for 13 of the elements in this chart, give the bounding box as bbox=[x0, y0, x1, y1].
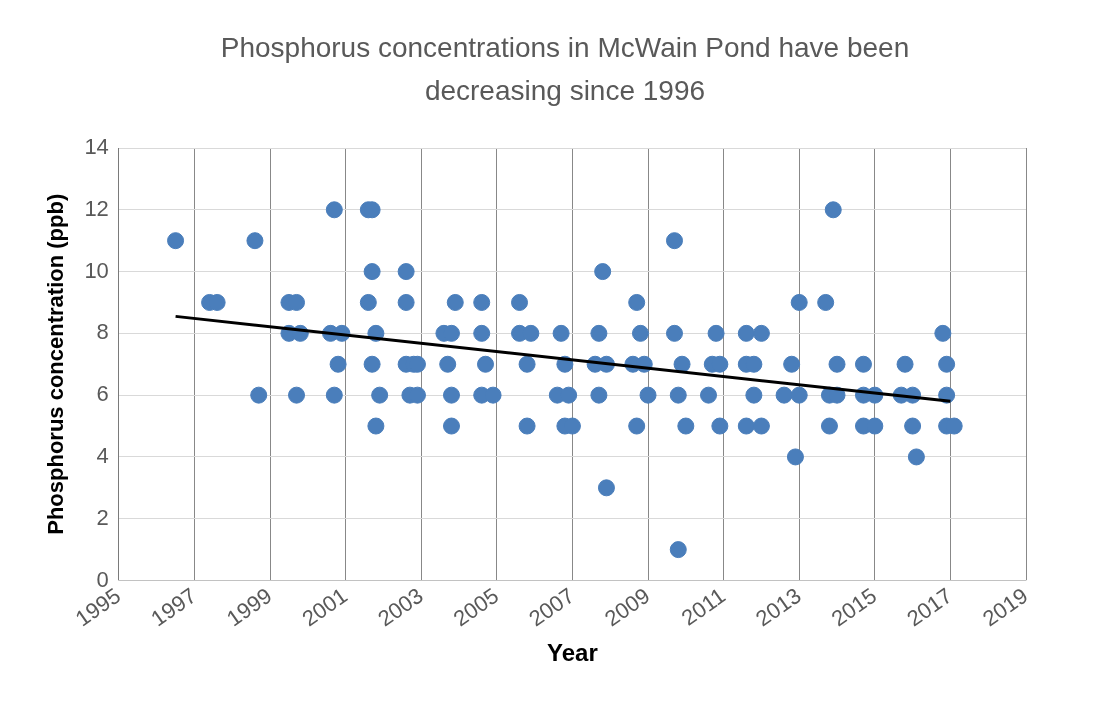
y-tick-label: 4 bbox=[96, 442, 109, 468]
y-tick-label: 12 bbox=[84, 195, 109, 221]
x-tick-label: 2011 bbox=[676, 582, 730, 631]
y-tick-label: 8 bbox=[96, 319, 109, 345]
x-tick-label: 2001 bbox=[297, 582, 352, 632]
y-tick-label: 6 bbox=[96, 381, 109, 407]
chart-title: Phosphorus concentrations in McWain Pond have been decreasing since 1996 bbox=[219, 31, 911, 108]
y-tick-label: 14 bbox=[84, 134, 109, 160]
x-axis-title: Year bbox=[547, 639, 598, 667]
x-tick-label: 1999 bbox=[221, 582, 277, 632]
y-axis-title: Phosphorus concentration (ppb) bbox=[43, 193, 69, 535]
y-tick-label: 2 bbox=[96, 504, 109, 530]
y-tick-label: 10 bbox=[84, 257, 109, 283]
